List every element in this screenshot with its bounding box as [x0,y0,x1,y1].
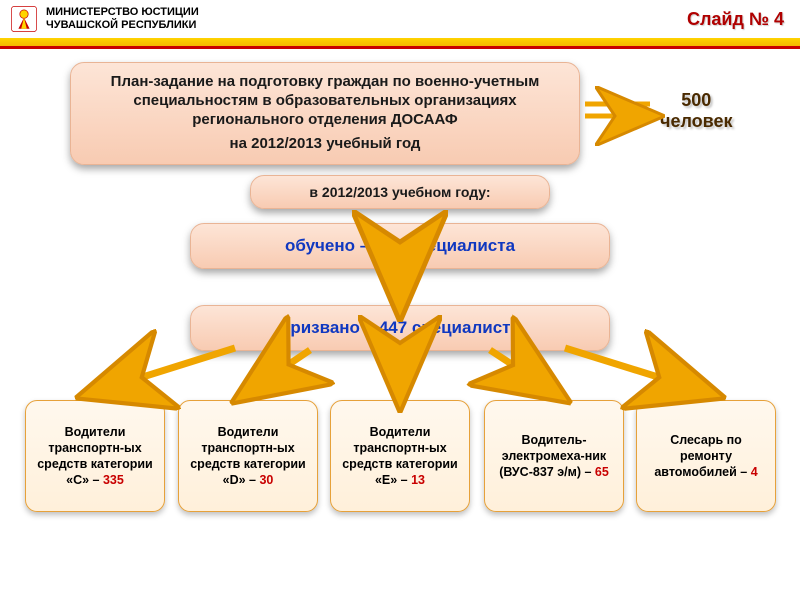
leaf-text: Слесарь по ремонту автомобилей – [654,433,750,480]
slide-number: Слайд № 4 [687,9,790,30]
side-count: 500 человек [660,90,733,132]
ministry-block: МИНИСТЕРСТВО ЮСТИЦИИ ЧУВАШСКОЙ РЕСПУБЛИК… [10,5,199,33]
leaf-num: 30 [259,473,273,487]
divider-red [0,46,800,49]
main-plan-card: План-задание на подготовку граждан по во… [70,62,580,165]
leaf-electromech: Водитель-электромеха-ник (ВУС-837 э/м) –… [484,400,624,512]
main-plan-line1: План-задание на подготовку граждан по во… [87,73,563,129]
leaf-num: 13 [411,473,425,487]
called-card: призвано – 447 специалиста [190,305,610,351]
leaf-category-d: Водители транспортн-ых средств категории… [178,400,318,512]
leaf-category-c: Водители транспортн-ых средств категории… [25,400,165,512]
divider-yellow [0,38,800,46]
emblem-icon [10,5,38,33]
side-count-unit: человек [660,111,733,132]
header: МИНИСТЕРСТВО ЮСТИЦИИ ЧУВАШСКОЙ РЕСПУБЛИК… [0,0,800,38]
trained-card: обучено – 474 специалиста [190,223,610,269]
sub-year-card: в 2012/2013 учебном году: [250,175,550,209]
side-count-num: 500 [660,90,733,111]
leaf-text: Водители транспортн-ых средств категории… [342,425,458,488]
ministry-line2: ЧУВАШСКОЙ РЕСПУБЛИКИ [46,19,199,32]
ministry-line1: МИНИСТЕРСТВО ЮСТИЦИИ [46,6,199,19]
leaf-num: 335 [103,473,124,487]
main-plan-line2: на 2012/2013 учебный год [87,135,563,154]
leaf-num: 65 [595,465,609,479]
leaf-category-e: Водители транспортн-ых средств категории… [330,400,470,512]
leaf-text: Водители транспортн-ых средств категории… [37,425,153,488]
leaf-num: 4 [751,465,758,479]
leaf-mechanic: Слесарь по ремонту автомобилей – 4 [636,400,776,512]
leaf-text: Водитель-электромеха-ник (ВУС-837 э/м) – [499,433,606,480]
leaf-text: Водители транспортн-ых средств категории… [190,425,306,488]
